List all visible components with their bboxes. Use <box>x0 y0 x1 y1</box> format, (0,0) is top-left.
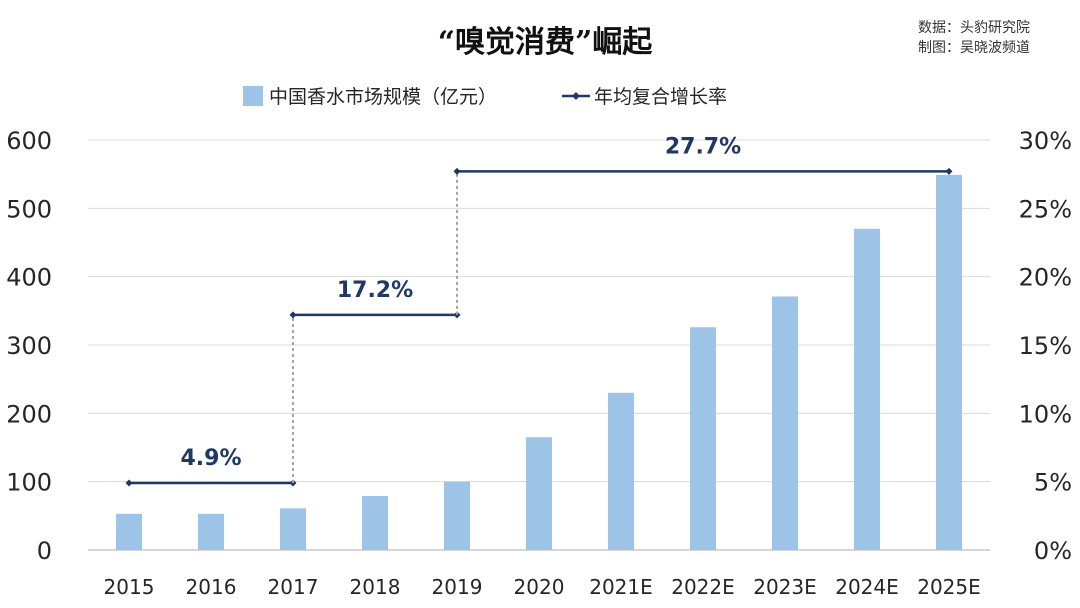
cagr-point <box>289 311 297 319</box>
y-right-tick-label: 5% <box>1034 469 1072 497</box>
y-right-tick-label: 20% <box>1019 264 1072 292</box>
cagr-point <box>453 167 461 175</box>
source-credit: 数据：头豹研究院 <box>918 20 1030 36</box>
y-axis-left: 0 100 200 300 400 500 600 <box>6 127 52 565</box>
bar-2023E <box>772 296 798 550</box>
chart-legend: 中国香水市场规模（亿元） 年均复合增长率 <box>243 86 727 108</box>
legend-line-marker <box>572 92 580 100</box>
bar-2017 <box>280 508 306 550</box>
y-right-tick-label: 30% <box>1019 127 1072 155</box>
legend-line-label: 年均复合增长率 <box>594 86 727 108</box>
bar-2016 <box>198 513 224 550</box>
x-tick-label: 2020 <box>514 575 565 599</box>
x-tick-label: 2019 <box>432 575 483 599</box>
legend-bar-swatch <box>243 86 263 106</box>
gridlines <box>88 139 990 551</box>
bar-2018 <box>362 496 388 550</box>
chart-credit: 制图：吴晓波频道 <box>918 40 1030 56</box>
cagr-label: 27.7% <box>665 134 741 159</box>
bar-2020 <box>526 437 552 550</box>
cagr-point <box>125 479 133 487</box>
x-tick-label: 2021E <box>589 575 653 599</box>
bar-2015 <box>116 513 142 550</box>
chart-title: “嗅觉消费”崛起 <box>438 25 654 60</box>
y-left-tick-label: 100 <box>6 469 52 497</box>
cagr-point <box>945 167 953 175</box>
bar-2024E <box>854 228 880 551</box>
cagr-label: 17.2% <box>337 278 413 303</box>
x-tick-label: 2023E <box>753 575 817 599</box>
y-left-tick-label: 200 <box>6 400 52 428</box>
y-left-tick-label: 300 <box>6 332 52 360</box>
x-tick-label: 2024E <box>835 575 899 599</box>
x-tick-label: 2022E <box>671 575 735 599</box>
y-left-tick-label: 400 <box>6 264 52 292</box>
bar-series <box>116 174 962 551</box>
x-tick-label: 2025E <box>917 575 981 599</box>
bar-2021E <box>608 392 634 550</box>
legend-bar-label: 中国香水市场规模（亿元） <box>269 86 497 108</box>
y-right-tick-label: 25% <box>1019 195 1072 223</box>
y-right-tick-label: 0% <box>1034 537 1072 565</box>
y-axis-right: 0% 5% 10% 15% 20% 25% 30% <box>1019 127 1072 565</box>
y-right-tick-label: 10% <box>1019 400 1072 428</box>
y-left-tick-label: 600 <box>6 127 52 155</box>
y-left-tick-label: 0 <box>37 537 52 565</box>
x-tick-label: 2017 <box>268 575 319 599</box>
cagr-series: 4.9% 17.2% 27.7% <box>125 134 953 487</box>
y-left-tick-label: 500 <box>6 195 52 223</box>
x-tick-label: 2016 <box>186 575 237 599</box>
bar-2019 <box>444 481 470 550</box>
x-tick-label: 2018 <box>350 575 401 599</box>
y-right-tick-label: 15% <box>1019 332 1072 360</box>
bar-2025E <box>936 174 962 550</box>
cagr-label: 4.9% <box>180 446 241 471</box>
x-axis: 2015 2016 2017 2018 2019 2020 2021E 2022E 2023E 2… <box>104 575 981 599</box>
x-tick-label: 2015 <box>104 575 155 599</box>
bar-2022E <box>690 327 716 550</box>
